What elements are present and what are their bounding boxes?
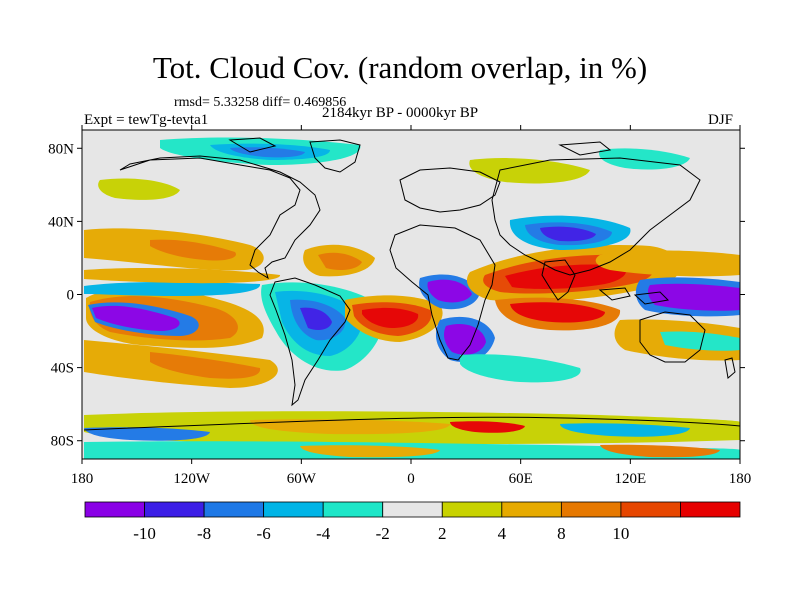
- anomaly-region: [92, 305, 180, 331]
- anomaly-region: [300, 307, 332, 330]
- anomaly-region: [250, 419, 450, 435]
- colorbar-label: -2: [376, 524, 390, 543]
- colorbar-swatch: [144, 501, 205, 518]
- colorbar-swatch: [84, 501, 145, 518]
- anomaly-region: [469, 158, 590, 184]
- colorbar-swatch: [560, 501, 622, 518]
- anomaly-region: [84, 267, 281, 284]
- lon-tick-label: 180: [71, 471, 94, 487]
- anomaly-region: [599, 148, 690, 170]
- anomaly-region: [84, 427, 210, 441]
- colorbar-label: 8: [557, 524, 566, 543]
- anomaly-region: [505, 264, 626, 289]
- anomaly-region: [150, 352, 261, 379]
- anomaly-region: [98, 178, 180, 200]
- coastline: [389, 224, 496, 361]
- colorbar-label: -6: [257, 524, 271, 543]
- colorbar: -10 -8 -6 -4 -2 2 4 8 10: [84, 501, 741, 543]
- coastline: [119, 155, 321, 280]
- coastline: [724, 357, 736, 379]
- map-area: [82, 130, 740, 459]
- lon-tick-label: 60E: [509, 471, 533, 487]
- coastline: [491, 157, 701, 276]
- season-text: DJF: [708, 112, 734, 128]
- colorbar-label: 10: [612, 524, 629, 543]
- stats-text: rmsd= 5.33258 diff= 0.469856: [174, 95, 347, 110]
- colorbar-swatch: [203, 501, 265, 518]
- anomaly-region: [300, 445, 440, 458]
- map-axes: 80N 40N 0 40S 80S 180 120W 60W 0 60E 120E 180: [48, 125, 751, 487]
- colorbar-swatch: [680, 501, 741, 518]
- coastline: [598, 287, 631, 301]
- anomaly-region: [450, 421, 525, 433]
- anomaly-region: [230, 147, 305, 158]
- anomaly-region: [600, 444, 720, 458]
- anomaly-region: [318, 252, 362, 270]
- anomaly-region: [540, 226, 596, 242]
- lon-tick-label: 60W: [287, 471, 317, 487]
- colorbar-label: -8: [197, 524, 211, 543]
- coastline: [269, 277, 351, 407]
- coastline: [399, 167, 501, 213]
- colorbar-swatch: [501, 501, 562, 518]
- colorbar-label: -4: [316, 524, 331, 543]
- coastlines: [83, 137, 740, 431]
- coastline: [558, 141, 612, 156]
- anomaly-region: [560, 423, 690, 437]
- lon-tick-label: 120W: [173, 471, 211, 487]
- anomaly-region: [647, 283, 740, 311]
- lat-tick-label: 80S: [51, 434, 74, 450]
- anomaly-region: [595, 250, 740, 277]
- colorbar-label: 4: [498, 524, 507, 543]
- lon-tick-label: 120E: [614, 471, 646, 487]
- coastline: [228, 137, 277, 153]
- lat-tick-label: 40N: [48, 214, 74, 230]
- lat-tick-label: 80N: [48, 141, 74, 157]
- lon-tick-label: 180: [729, 471, 752, 487]
- colorbar-swatch: [441, 501, 503, 518]
- anomaly-region: [660, 331, 740, 351]
- anomaly-region: [150, 239, 236, 261]
- experiment-text: Expt = tewTg-tevta1: [84, 112, 209, 128]
- anomaly-region: [84, 282, 261, 296]
- colorbar-swatch: [263, 501, 324, 518]
- period-text: 2184kyr BP - 0000kyr BP: [322, 105, 479, 121]
- anomaly-region: [460, 354, 581, 383]
- colorbar-label: -10: [133, 524, 156, 543]
- colorbar-swatch: [322, 501, 384, 518]
- anomaly-region: [362, 307, 419, 328]
- lat-tick-label: 40S: [51, 361, 74, 377]
- coastline: [639, 311, 706, 363]
- plot-title: Tot. Cloud Cov. (random overlap, in %): [152, 50, 648, 85]
- lon-tick-label: 0: [407, 471, 415, 487]
- anomaly-region: [427, 279, 472, 303]
- colorbar-label: 2: [438, 524, 447, 543]
- colorbar-swatch: [382, 501, 443, 518]
- colorbar-swatch: [620, 501, 681, 518]
- coastline: [309, 139, 361, 173]
- coastline: [541, 259, 576, 301]
- lat-tick-label: 0: [67, 288, 75, 304]
- anomaly-region: [510, 302, 605, 323]
- cloud-anomaly-fields: [84, 137, 740, 459]
- coastline: [633, 291, 670, 305]
- coastline: [83, 416, 740, 431]
